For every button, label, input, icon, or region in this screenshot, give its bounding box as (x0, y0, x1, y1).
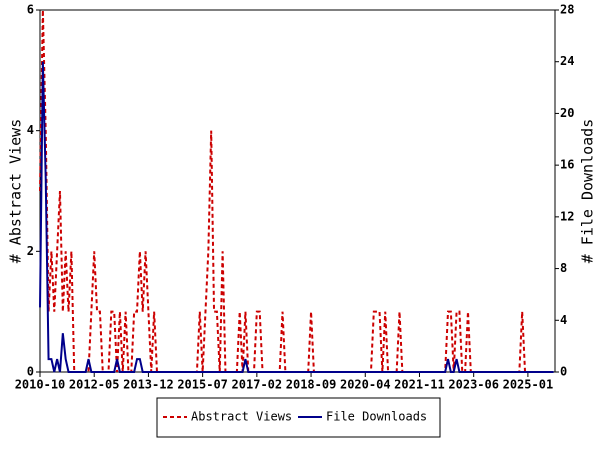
y-tick-label: 4 (27, 123, 34, 137)
x-tick-label: 2017-02 (232, 378, 283, 392)
y2-tick-label: 0 (560, 365, 567, 379)
series-line (39, 61, 554, 373)
x-tick-label: 2021-11 (394, 378, 445, 392)
y2-tick-label: 16 (560, 158, 574, 172)
x-tick-label: 2010-10 (15, 378, 66, 392)
y2-tick-label: 4 (560, 313, 567, 327)
x-tick-label: 2013-12 (123, 378, 174, 392)
y2-axis-label: # File Downloads (579, 119, 597, 264)
x-tick-label: 2020-04 (340, 378, 391, 392)
y2-tick-label: 28 (560, 3, 574, 17)
plot-frame (39, 9, 556, 373)
y2-tick-label: 12 (560, 209, 574, 223)
x-tick-label: 2015-07 (177, 378, 228, 392)
y-axis-label: # Abstract Views (7, 119, 25, 264)
legend-label: Abstract Views (191, 410, 292, 424)
legend-label: File Downloads (326, 410, 427, 424)
x-tick-label: 2018-09 (286, 378, 337, 392)
x-tick-label: 2025-01 (503, 378, 554, 392)
x-tick-label: 2012-05 (69, 378, 120, 392)
y-tick-label: 6 (27, 3, 34, 17)
y2-tick-label: 20 (560, 106, 574, 120)
y2-tick-label: 24 (560, 54, 574, 68)
y2-tick-label: 8 (560, 261, 567, 275)
y-tick-label: 2 (27, 244, 34, 258)
x-tick-label: 2023-06 (448, 378, 499, 392)
y-tick-label: 0 (27, 365, 34, 379)
